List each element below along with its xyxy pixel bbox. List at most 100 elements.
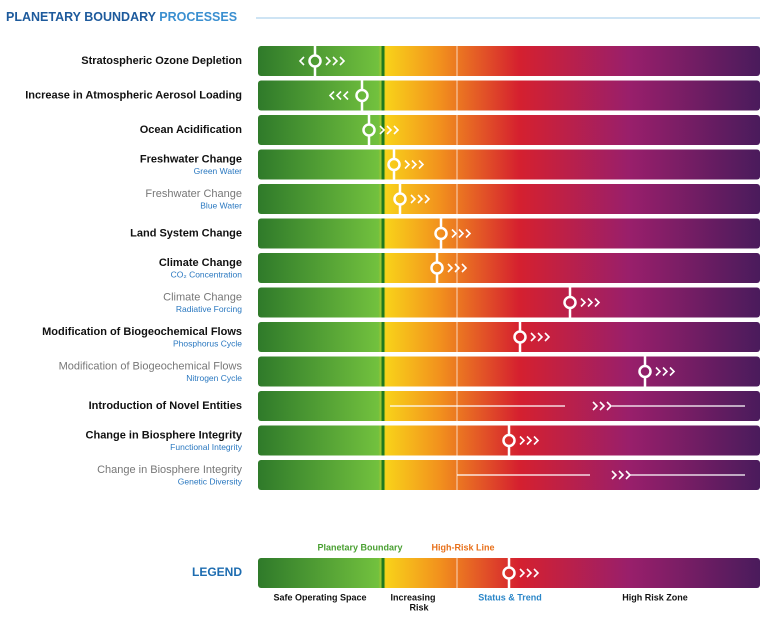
row-label: Climate Change — [159, 257, 242, 269]
row-label: Freshwater Change — [140, 153, 242, 165]
trend-arrow — [458, 228, 465, 239]
legend-increasing: Increasing — [390, 592, 435, 602]
trend-arrow — [411, 159, 418, 170]
row: Stratospheric Ozone Depletion — [81, 46, 760, 76]
row-label: Stratospheric Ozone Depletion — [81, 55, 242, 67]
legend-increasing: Risk — [409, 602, 429, 612]
status-marker — [434, 226, 448, 241]
row-label: Modification of Biogeochemical Flows — [59, 360, 243, 372]
row-label: Modification of Biogeochemical Flows — [42, 326, 242, 338]
row-sublabel: Phosphorus Cycle — [173, 338, 242, 348]
status-marker — [362, 123, 376, 137]
trend-arrow — [386, 125, 393, 135]
title: PLANETARY BOUNDARY PROCESSES — [6, 10, 237, 24]
row: Change in Biosphere IntegrityFunctional … — [86, 425, 760, 456]
row-label: Freshwater Change — [145, 188, 242, 200]
row-label: Land System Change — [130, 227, 242, 239]
risk-bar — [258, 115, 760, 145]
trend-arrow — [662, 366, 669, 377]
row-sublabel: CO₂ Concentration — [171, 269, 243, 279]
trend-arrow — [447, 263, 454, 273]
row-label: Change in Biosphere Integrity — [86, 429, 243, 441]
risk-bar — [258, 80, 760, 111]
status-marker — [387, 157, 401, 172]
trend-arrow — [451, 228, 458, 239]
row-label: Change in Biosphere Integrity — [97, 464, 242, 476]
trend-arrow — [379, 125, 386, 135]
trend-arrow — [592, 401, 599, 411]
risk-bar — [258, 149, 760, 180]
risk-bar — [258, 287, 760, 318]
trend-arrow — [465, 228, 472, 239]
title-main: PLANETARY BOUNDARY — [6, 10, 157, 24]
row: Modification of Biogeochemical FlowsPhos… — [42, 322, 760, 352]
trend-arrow — [298, 56, 305, 66]
risk-bar — [258, 218, 760, 249]
title-rest: PROCESSES — [159, 10, 237, 24]
trend-arrow — [533, 568, 540, 578]
legend-boundary: Planetary Boundary — [317, 542, 402, 552]
trend-arrow — [393, 125, 400, 135]
row-sublabel: Genetic Diversity — [178, 476, 243, 486]
row-sublabel: Green Water — [194, 166, 243, 176]
status-marker — [502, 566, 516, 580]
trend-arrow — [594, 297, 601, 308]
row: Land System Change — [130, 218, 760, 249]
trend-arrow — [519, 435, 526, 446]
status-marker — [638, 364, 652, 379]
status-marker — [502, 433, 516, 448]
trend-arrow — [611, 470, 618, 480]
trend-arrow — [669, 366, 676, 377]
risk-bar — [258, 46, 760, 76]
rows: Stratospheric Ozone Depletion Increase in… — [25, 46, 760, 490]
trend-arrow — [526, 568, 533, 578]
trend-arrow — [404, 159, 411, 170]
risk-bar — [258, 184, 760, 214]
trend-arrow — [599, 401, 606, 411]
row-sublabel: Functional Integrity — [170, 442, 243, 452]
legend-high-risk: High Risk Zone — [622, 592, 688, 602]
legend-status: Status & Trend — [478, 592, 542, 602]
trend-arrow — [537, 332, 544, 342]
legend: LEGEND Planetary Boundary High-Risk Line… — [192, 542, 760, 612]
row: Modification of Biogeochemical FlowsNitr… — [59, 356, 760, 387]
trend-arrow — [606, 401, 613, 411]
trend-arrow — [618, 470, 625, 480]
row-label: Climate Change — [163, 291, 242, 303]
trend-arrow — [424, 194, 431, 204]
row-label: Ocean Acidification — [140, 124, 243, 136]
row: Introduction of Novel Entities — [89, 391, 760, 421]
trend-arrow — [454, 263, 461, 273]
legend-high-risk-line: High-Risk Line — [431, 542, 494, 552]
status-marker — [308, 54, 322, 68]
trend-arrow — [519, 568, 526, 578]
trend-arrow — [655, 366, 662, 377]
trend-arrow — [530, 332, 537, 342]
risk-bar — [258, 356, 760, 387]
trend-arrow — [410, 194, 417, 204]
row-sublabel: Blue Water — [200, 200, 242, 210]
row: Ocean Acidification — [140, 115, 760, 145]
trend-arrow — [325, 56, 332, 66]
trend-arrow — [461, 263, 468, 273]
row-sublabel: Radiative Forcing — [176, 304, 242, 314]
risk-bar — [258, 322, 760, 352]
trend-arrow — [526, 435, 533, 446]
legend-safe: Safe Operating Space — [273, 592, 366, 602]
status-marker — [563, 295, 577, 310]
trend-arrow — [533, 435, 540, 446]
trend-arrow — [587, 297, 594, 308]
trend-arrow — [418, 159, 425, 170]
trend-arrow — [339, 56, 346, 66]
trend-arrow — [544, 332, 551, 342]
risk-bar — [258, 253, 760, 283]
trend-arrow — [332, 56, 339, 66]
trend-arrow — [417, 194, 424, 204]
row-label: Increase in Atmospheric Aerosol Loading — [25, 89, 242, 101]
